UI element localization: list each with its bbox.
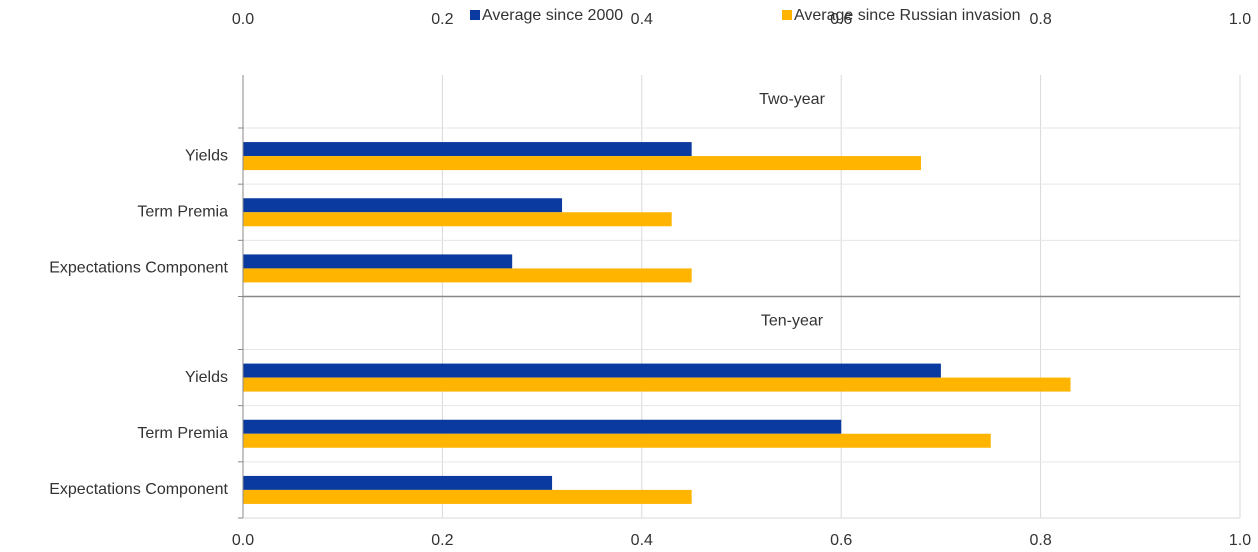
bar (243, 142, 692, 157)
bar (243, 198, 563, 213)
x-tick-label-top: 0.0 (232, 11, 254, 28)
x-tick-label: 0.8 (1029, 532, 1051, 549)
bar (243, 268, 692, 283)
bar (243, 377, 1071, 392)
y-tick-label: Expectations Component (49, 260, 228, 277)
y-tick-label: Expectations Component (49, 481, 228, 498)
panel-title: Two-year (759, 91, 825, 108)
x-tick-label: 0.0 (232, 532, 254, 549)
bar (243, 156, 921, 171)
x-tick-label-top: 0.8 (1029, 11, 1051, 28)
bar (243, 475, 553, 490)
x-tick-label: 0.4 (631, 532, 653, 549)
legend-label: Average since 2000 (482, 7, 623, 24)
x-tick-label: 0.6 (830, 532, 852, 549)
y-tick-label: Term Premia (137, 203, 228, 220)
bar (243, 363, 941, 378)
x-tick-label: 0.2 (431, 532, 453, 549)
legend-label: Average since Russian invasion (794, 7, 1021, 24)
y-tick-label: Term Premia (137, 425, 228, 442)
bar (243, 254, 513, 269)
x-tick-label: 1.0 (1229, 532, 1251, 549)
x-tick-label-top: 0.6 (830, 11, 852, 28)
panel-title: Ten-year (761, 313, 824, 330)
x-tick-label-top: 1.0 (1229, 11, 1251, 28)
bar (243, 489, 692, 504)
x-tick-label-top: 0.4 (631, 11, 653, 28)
y-tick-label: Yields (185, 147, 228, 164)
bar (243, 433, 991, 448)
y-tick-label: Yields (185, 369, 228, 386)
x-tick-label-top: 0.2 (431, 11, 453, 28)
bar (243, 419, 842, 434)
bar (243, 212, 672, 227)
legend-swatch (782, 10, 792, 20)
legend-swatch (470, 10, 480, 20)
